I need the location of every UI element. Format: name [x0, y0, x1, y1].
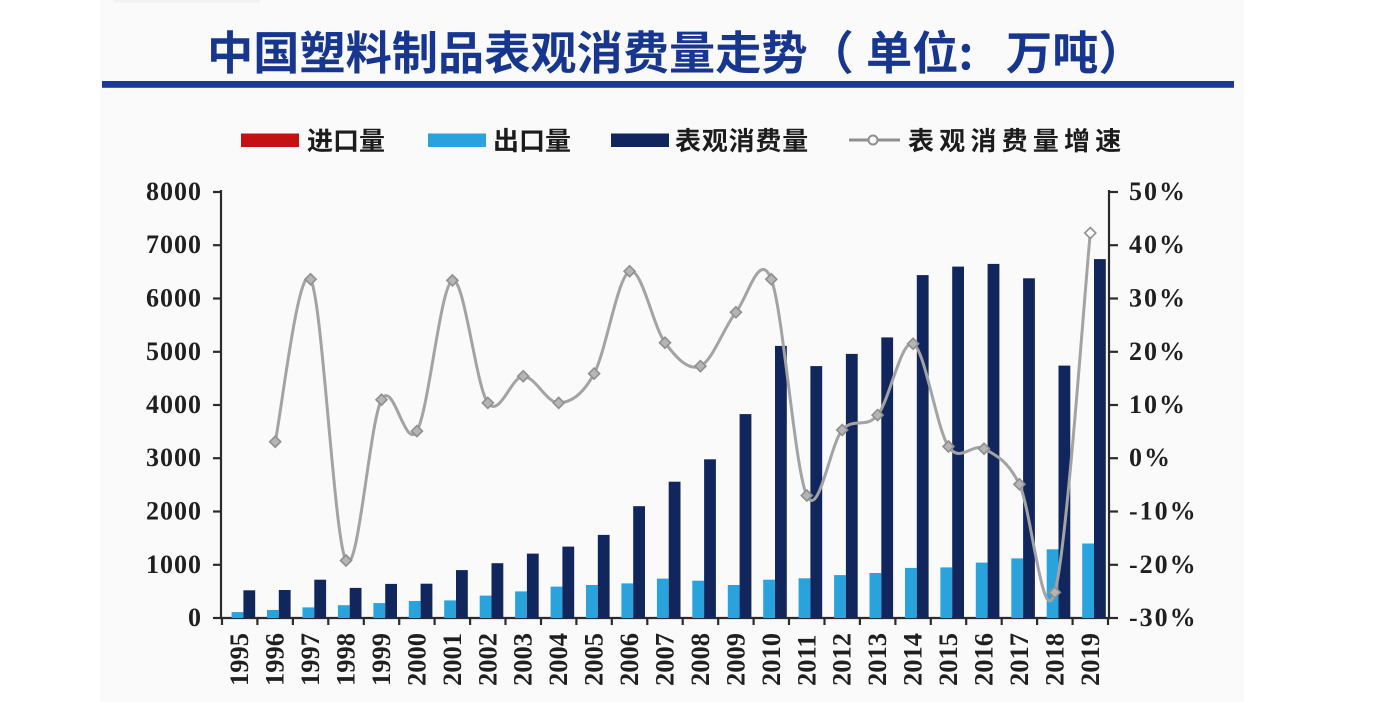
svg-text:30%: 30%: [1129, 284, 1187, 313]
svg-text:1996: 1996: [260, 633, 290, 686]
svg-text:2019: 2019: [1075, 633, 1105, 686]
svg-text:6000: 6000: [146, 284, 202, 313]
svg-text:50%: 50%: [1129, 177, 1187, 206]
svg-text:4000: 4000: [146, 390, 202, 419]
svg-text:1995: 1995: [224, 633, 254, 686]
svg-text:2001: 2001: [437, 633, 467, 686]
svg-text:2008: 2008: [685, 633, 715, 686]
svg-text:2017: 2017: [1004, 633, 1034, 686]
svg-text:2000: 2000: [146, 497, 202, 526]
svg-text:2018: 2018: [1039, 633, 1069, 686]
svg-text:2013: 2013: [862, 633, 892, 686]
svg-text:2004: 2004: [543, 633, 573, 686]
svg-text:2006: 2006: [614, 633, 644, 686]
svg-text:2010: 2010: [756, 633, 786, 686]
svg-text:3000: 3000: [146, 443, 202, 472]
svg-text:1998: 1998: [331, 633, 361, 686]
svg-text:-30%: -30%: [1129, 603, 1198, 632]
svg-text:2015: 2015: [933, 633, 963, 686]
svg-text:2000: 2000: [401, 633, 431, 686]
svg-text:0%: 0%: [1129, 443, 1172, 472]
svg-text:20%: 20%: [1129, 337, 1187, 366]
svg-text:1999: 1999: [366, 633, 396, 686]
svg-text:2005: 2005: [579, 633, 609, 686]
svg-text:2002: 2002: [472, 633, 502, 686]
svg-text:2014: 2014: [898, 633, 928, 686]
svg-text:5000: 5000: [146, 337, 202, 366]
svg-text:10%: 10%: [1129, 390, 1187, 419]
svg-text:40%: 40%: [1129, 230, 1187, 259]
svg-text:-10%: -10%: [1129, 497, 1198, 526]
svg-text:2007: 2007: [650, 633, 680, 686]
svg-text:2003: 2003: [508, 633, 538, 686]
svg-text:2012: 2012: [827, 633, 857, 686]
svg-text:-20%: -20%: [1129, 550, 1198, 579]
svg-text:2009: 2009: [720, 633, 750, 686]
svg-text:1000: 1000: [146, 550, 202, 579]
svg-text:0: 0: [188, 603, 202, 632]
svg-text:7000: 7000: [146, 230, 202, 259]
svg-text:1997: 1997: [295, 633, 325, 686]
svg-text:2016: 2016: [969, 633, 999, 686]
svg-text:2011: 2011: [791, 634, 821, 686]
svg-text:8000: 8000: [146, 177, 202, 206]
